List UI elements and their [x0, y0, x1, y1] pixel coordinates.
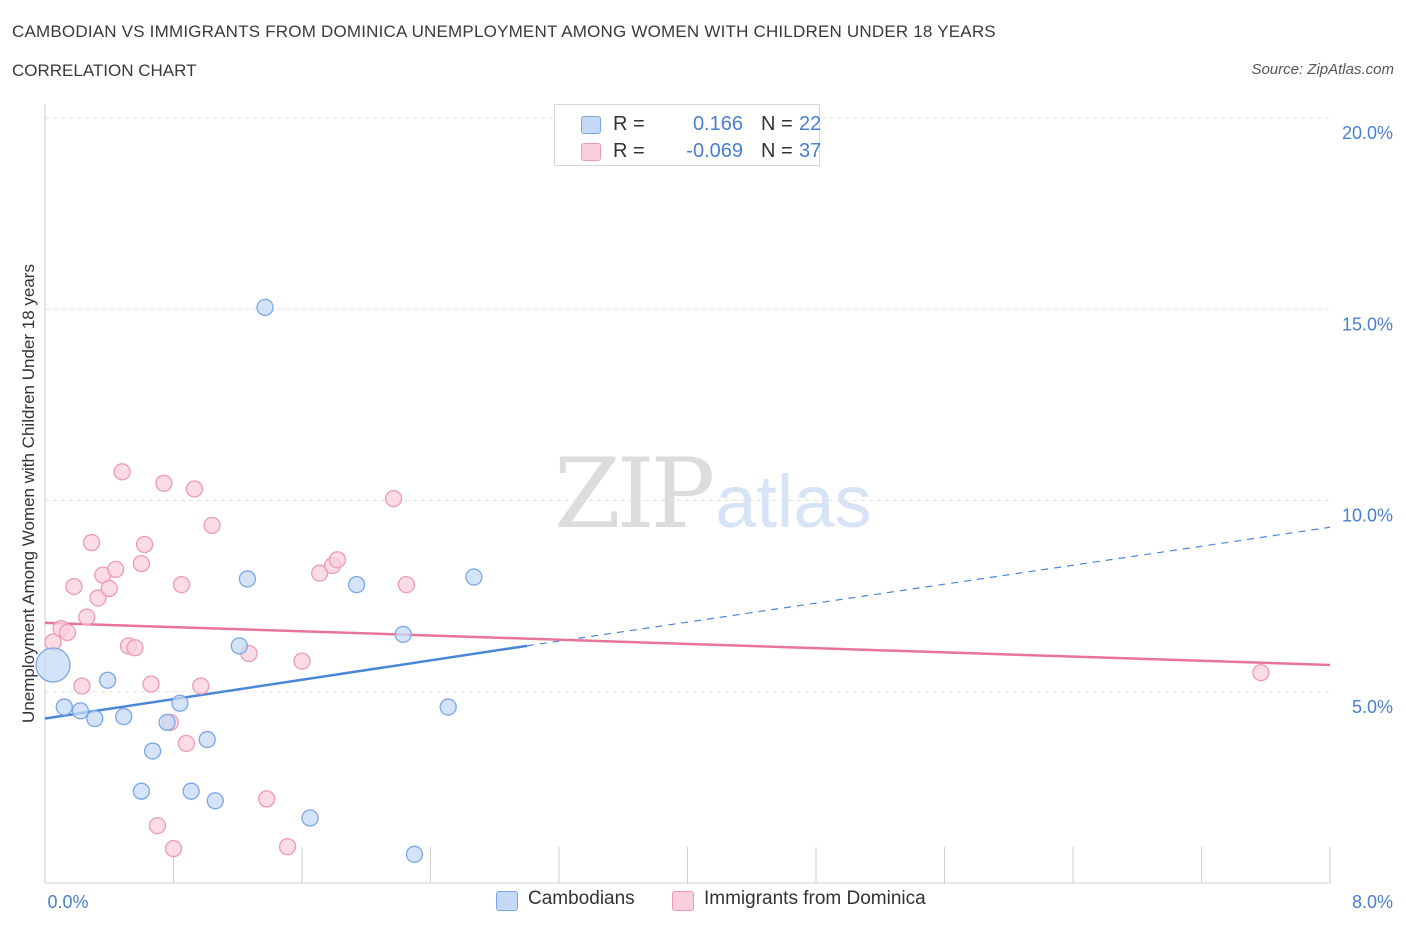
point-cambodians [206, 792, 224, 810]
x-tick-label: 8.0% [1352, 892, 1393, 912]
point-dominica [278, 838, 297, 856]
point-cambodians [171, 694, 189, 712]
point-dominica [311, 564, 329, 582]
point-dominica [65, 577, 83, 596]
y-tick-label: 20.0% [1342, 123, 1393, 143]
y-tick-label: 10.0% [1342, 506, 1393, 526]
point-cambodians [71, 702, 89, 720]
y-tick-label: 15.0% [1342, 314, 1393, 334]
point-dominica [192, 677, 210, 695]
point-dominica [142, 675, 160, 693]
n-label: N = [761, 113, 793, 135]
point-cambodians [35, 647, 71, 683]
point-dominica [148, 816, 167, 835]
point-dominica [132, 554, 151, 573]
point-cambodians [347, 576, 366, 594]
trend-line-cambodians [44, 644, 528, 720]
axes [44, 104, 1331, 884]
x-tick-label: 0.0% [47, 892, 88, 912]
y-axis-title: Unemployment Among Women with Children U… [19, 264, 38, 723]
r-label: R = [613, 113, 645, 135]
r-value: -0.069 [686, 140, 743, 162]
point-dominica [155, 474, 173, 492]
n-value: 37 [799, 140, 822, 162]
r-value: 0.166 [692, 113, 743, 135]
point-cambodians [256, 298, 274, 316]
point-cambodians [182, 782, 200, 800]
point-dominica [135, 535, 154, 554]
point-cambodians [55, 698, 73, 716]
point-dominica [82, 533, 101, 552]
point-dominica [397, 576, 416, 594]
point-cambodians [98, 671, 117, 689]
point-dominica [58, 623, 77, 642]
n-label: N = [761, 140, 793, 162]
point-dominica [78, 608, 96, 626]
point-dominica [126, 639, 144, 657]
stats-swatch-dominica [581, 143, 601, 161]
point-cambodians [143, 742, 162, 760]
stats-box: R = 0.166 N = 22 R = -0.069 N = 37 [554, 104, 822, 166]
legend-label: Immigrants from Dominica [704, 888, 926, 909]
point-cambodians [230, 637, 249, 655]
y-tick-label: 5.0% [1352, 697, 1393, 717]
point-dominica [384, 489, 403, 508]
point-dominica [185, 480, 204, 498]
point-cambodians [301, 809, 319, 827]
point-cambodians [465, 568, 483, 586]
legend-swatch-dominica [672, 891, 694, 911]
point-dominica [73, 677, 91, 695]
point-dominica [293, 652, 311, 670]
point-dominica [1252, 663, 1270, 682]
point-dominica [328, 551, 346, 569]
point-dominica [100, 579, 118, 598]
chart-title: CAMBODIAN VS IMMIGRANTS FROM DOMINICA UN… [12, 22, 996, 41]
source-credit: Source: ZipAtlas.com [1251, 61, 1394, 78]
point-dominica [203, 516, 221, 535]
n-value: 22 [799, 113, 822, 135]
point-cambodians [238, 570, 257, 588]
point-cambodians [394, 625, 412, 644]
legend-swatch-cambodians [496, 891, 518, 911]
trend-lines [44, 526, 1331, 720]
point-dominica [258, 790, 276, 808]
chart-subtitle: CORRELATION CHART [12, 61, 197, 80]
r-label: R = [613, 140, 645, 162]
data-points [35, 298, 1270, 863]
point-cambodians [439, 698, 457, 716]
trend-line-dominica [44, 621, 1331, 667]
point-dominica [177, 734, 196, 753]
stats-swatch-cambodians [581, 116, 601, 134]
point-cambodians [198, 730, 216, 749]
point-cambodians [115, 707, 133, 726]
tick-labels: 5.0% 10.0% 15.0% 20.0% 0.0% 8.0% Unemployment … [19, 123, 1393, 912]
point-cambodians [132, 782, 151, 800]
legend-label: Cambodians [528, 888, 635, 909]
trend-line-dashed-extension [526, 526, 1331, 647]
point-dominica [89, 589, 107, 607]
point-dominica [172, 576, 191, 594]
point-cambodians [158, 713, 176, 731]
point-dominica [107, 560, 125, 578]
point-dominica [113, 463, 131, 481]
gridlines [45, 117, 1330, 693]
point-dominica [164, 839, 183, 858]
point-cambodians [86, 709, 104, 728]
point-cambodians [405, 845, 424, 863]
